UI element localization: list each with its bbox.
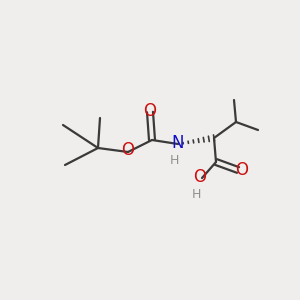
Text: O: O xyxy=(122,141,134,159)
Text: H: H xyxy=(169,154,179,166)
Text: O: O xyxy=(194,168,206,186)
Text: H: H xyxy=(191,188,201,202)
Text: N: N xyxy=(172,134,184,152)
Text: O: O xyxy=(236,161,248,179)
Text: O: O xyxy=(143,102,157,120)
